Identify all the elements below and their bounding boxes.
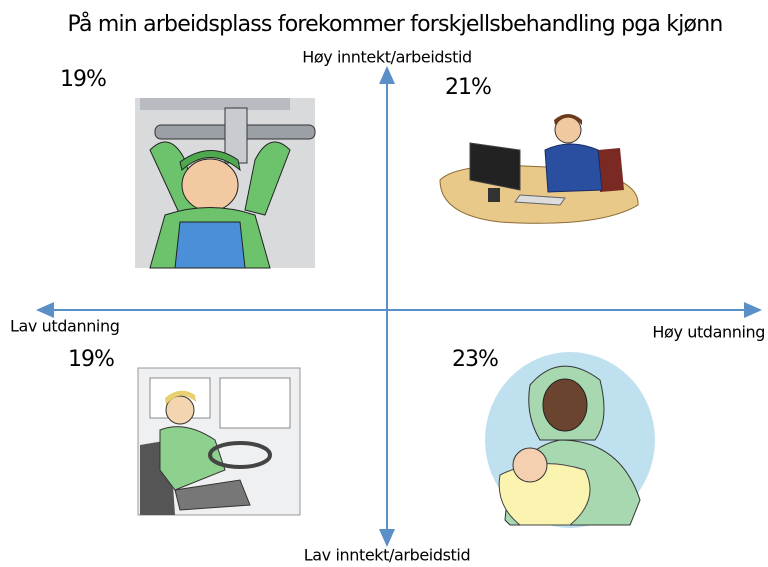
axis-label-right: Høy utdanning	[652, 323, 765, 342]
office-image	[439, 114, 639, 224]
title: På min arbeidsplass forekommer forskjell…	[68, 11, 723, 37]
driver-image	[137, 367, 301, 516]
quadrant-value: 21%	[445, 75, 491, 100]
quadrant-value: 19%	[60, 67, 106, 92]
plumber-image	[135, 98, 316, 269]
quadrant-value: 19%	[68, 347, 114, 372]
quadrant-value: 23%	[452, 347, 498, 372]
axis-label-top: Høy inntekt/arbeidstid	[302, 48, 472, 67]
axis-label-left: Lav utdanning	[10, 317, 119, 336]
axis-label-bottom: Lav inntekt/arbeidstid	[304, 546, 470, 565]
mother-image	[485, 352, 655, 528]
